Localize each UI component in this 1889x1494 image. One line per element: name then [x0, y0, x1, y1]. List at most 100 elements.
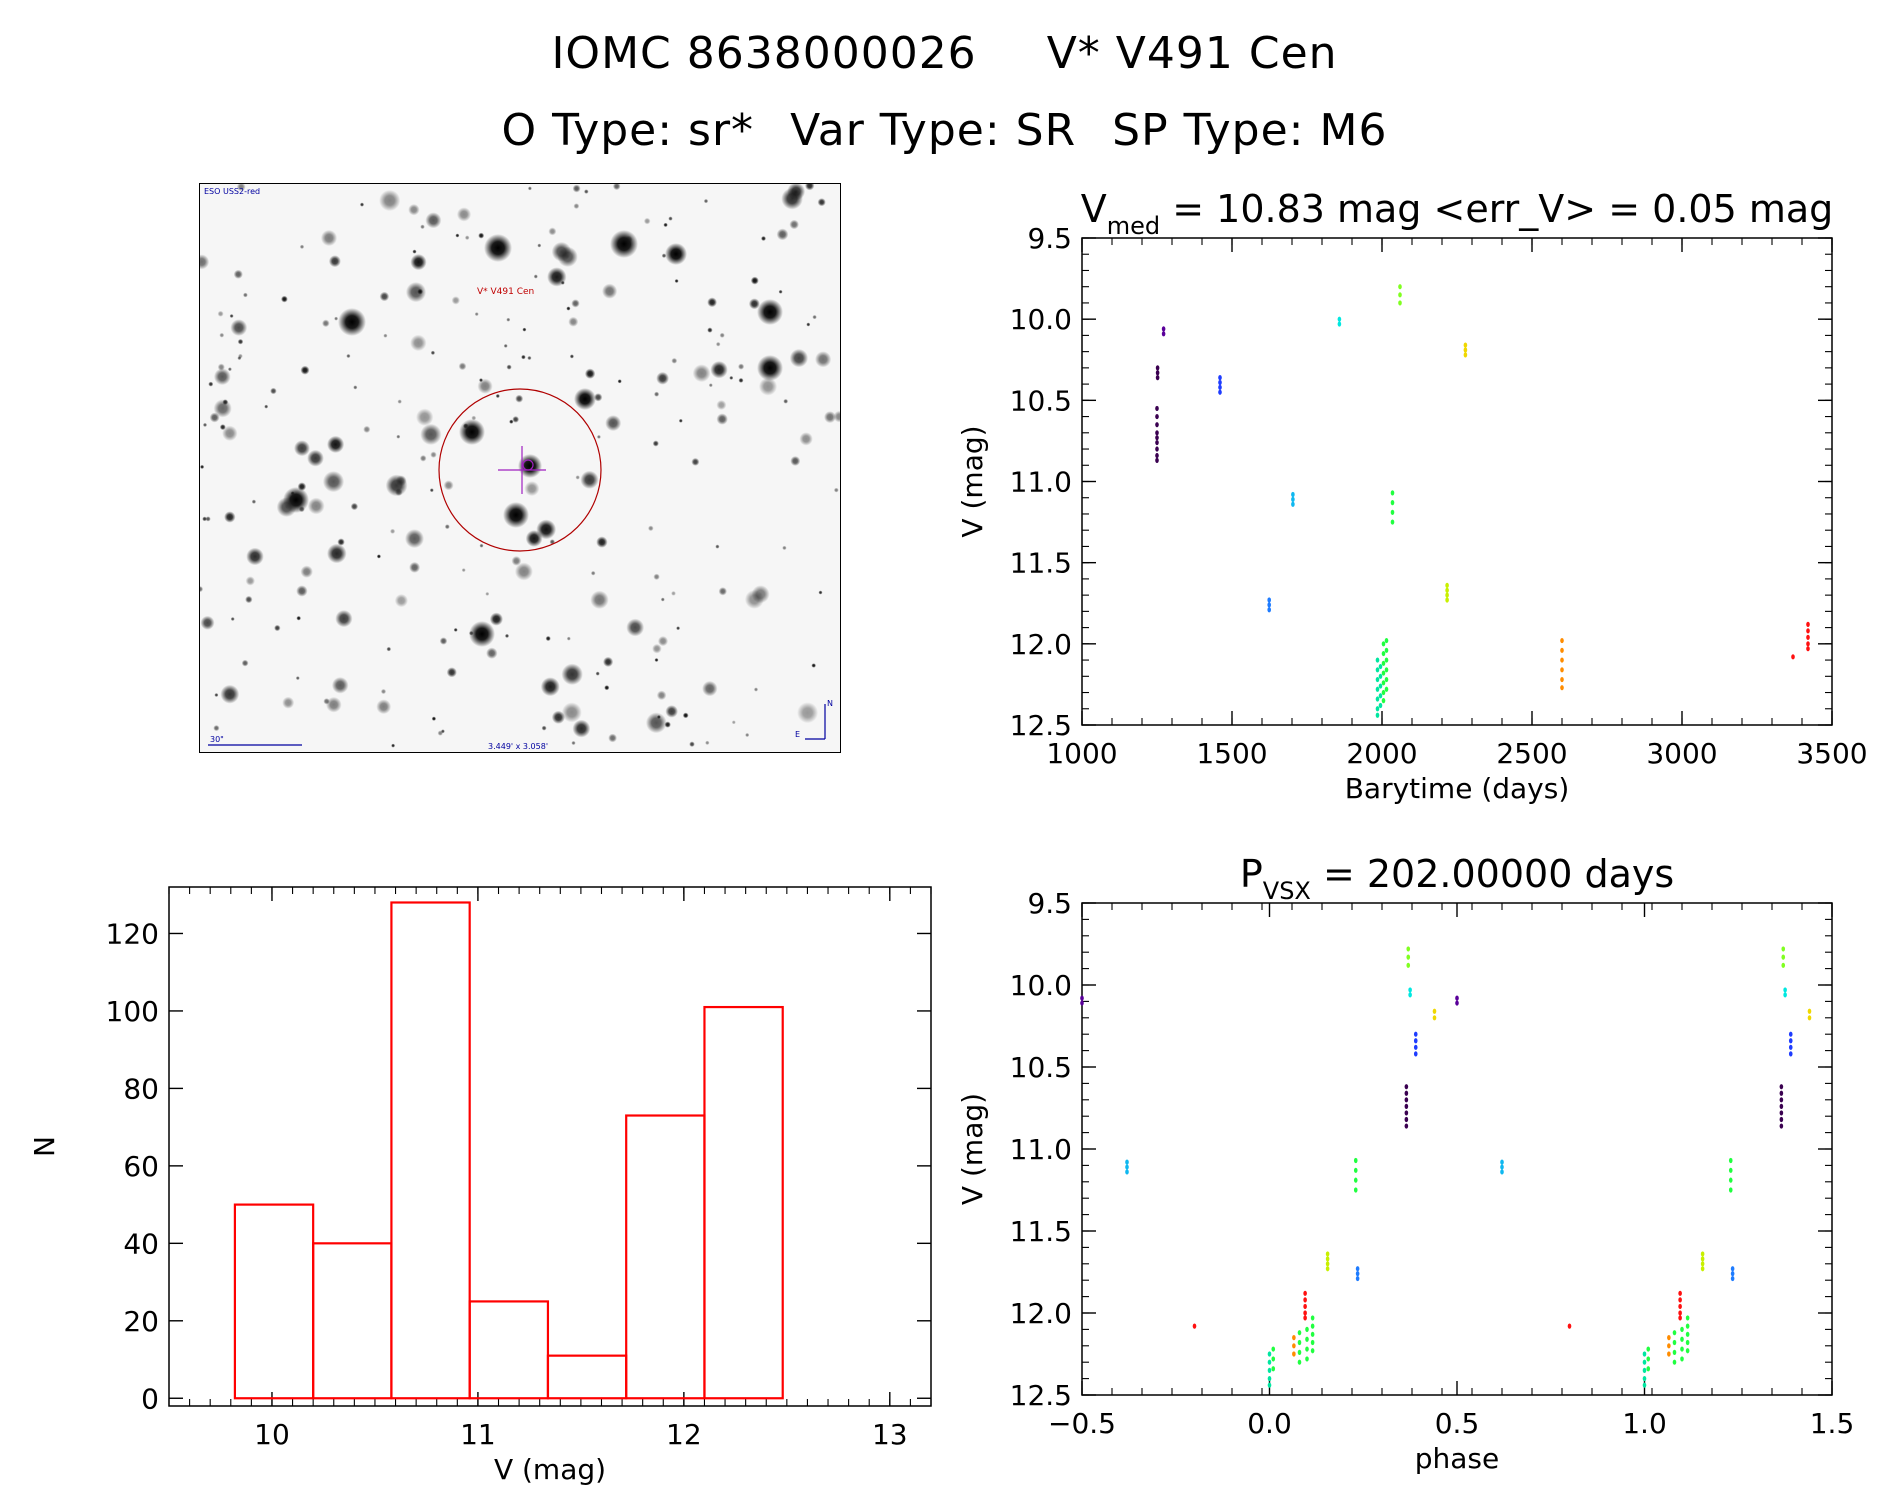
histogram-bar [468, 1300, 550, 1400]
star [396, 434, 401, 439]
star [566, 636, 571, 641]
star [605, 415, 622, 432]
star [327, 543, 347, 564]
star [504, 633, 510, 638]
star [236, 184, 246, 192]
star [590, 570, 596, 576]
data-point [1267, 607, 1271, 613]
star [484, 234, 512, 262]
data-point [1292, 1335, 1296, 1341]
star [656, 715, 661, 719]
data-point [1398, 292, 1402, 298]
star [331, 677, 349, 694]
star [626, 618, 645, 637]
star [464, 235, 470, 240]
data-point [1667, 1335, 1671, 1341]
data-point [1155, 452, 1159, 459]
star [229, 314, 234, 318]
star [512, 416, 520, 423]
chart-phased: −0.5 0.0 0.5 1.0 1.5 9.5 10.0 10.5 11.0 11.5 12.0 1… [956, 852, 1854, 1475]
star [246, 547, 264, 566]
y-tick-label: 10.5 [1010, 1051, 1072, 1084]
otype-label: O Type: sr* [501, 105, 755, 156]
star [503, 343, 508, 348]
y-tick-label: 0 [141, 1382, 159, 1415]
star [350, 502, 359, 511]
data-point [1560, 647, 1564, 653]
star [451, 296, 460, 305]
star [241, 659, 249, 667]
data-point [1806, 646, 1810, 652]
plot-frame [1081, 237, 1833, 726]
data-point [1779, 1103, 1784, 1109]
star [527, 355, 532, 361]
data-point [1404, 1116, 1409, 1123]
data-point [1375, 686, 1380, 692]
star [416, 408, 434, 426]
star [205, 516, 211, 522]
data-point [1384, 686, 1389, 692]
data-point [1455, 1000, 1459, 1006]
data-point [1155, 422, 1159, 428]
star [610, 230, 638, 258]
vartype-label: Var Type: SR [790, 105, 1077, 156]
data-point [1406, 962, 1411, 968]
x-axis-label: Barytime (days) [1345, 772, 1570, 805]
star [514, 562, 533, 581]
star [379, 291, 390, 302]
star [224, 511, 236, 523]
data-point [1390, 490, 1395, 496]
data-point [1378, 702, 1383, 709]
sptype-label: SP Type: M6 [1112, 105, 1388, 156]
data-point [1788, 1051, 1793, 1057]
star [571, 740, 576, 746]
x-tick-label: 13 [872, 1418, 908, 1451]
x-axis-label: phase [1415, 1442, 1500, 1475]
y-tick-label: 60 [123, 1150, 159, 1183]
compass-east-label: E [795, 730, 800, 739]
data-point [1161, 326, 1166, 332]
star [217, 363, 225, 371]
data-point [1560, 685, 1564, 691]
data-point [1267, 1351, 1272, 1357]
data-point [1685, 1323, 1690, 1329]
data-point [1267, 1376, 1272, 1382]
star [243, 292, 248, 298]
star [299, 244, 305, 249]
data-point [1779, 1123, 1784, 1129]
data-point [1310, 1323, 1315, 1329]
plot-title-main: P [1240, 852, 1263, 896]
star [386, 646, 392, 652]
star [643, 217, 651, 225]
star [346, 353, 351, 359]
star [664, 721, 671, 728]
data-point [1678, 1315, 1682, 1321]
star [200, 615, 215, 630]
star [245, 576, 255, 586]
data-point [1672, 1339, 1677, 1346]
compass-rose [805, 704, 826, 740]
star [200, 586, 204, 593]
star [439, 637, 448, 645]
star [419, 455, 427, 462]
star [518, 454, 542, 478]
star [533, 274, 538, 279]
data-point [1500, 1159, 1504, 1165]
star [569, 354, 574, 359]
data-point [1378, 673, 1383, 679]
star [548, 227, 557, 236]
star [202, 422, 208, 427]
star [230, 617, 235, 621]
star [376, 699, 392, 715]
star [410, 254, 427, 271]
data-point [1325, 1256, 1330, 1262]
data-point [1267, 1367, 1272, 1373]
star [326, 696, 342, 713]
data-point [1672, 1330, 1677, 1336]
data-point [1680, 1356, 1684, 1362]
star [719, 332, 725, 338]
star [296, 615, 301, 621]
star [522, 327, 527, 332]
star [566, 306, 571, 311]
data-point [1353, 1157, 1358, 1164]
